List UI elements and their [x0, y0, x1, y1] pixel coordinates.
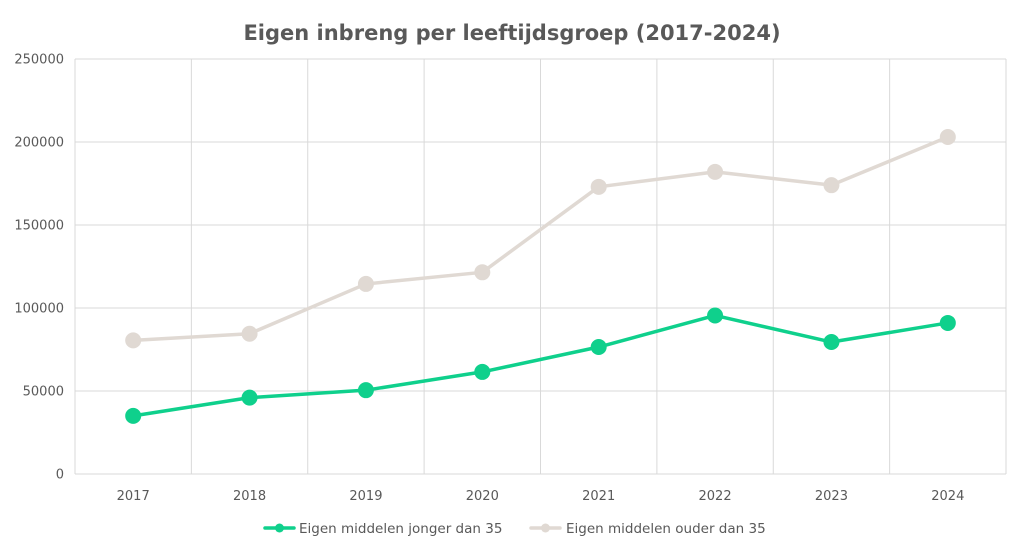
data-point-series-2	[707, 163, 724, 180]
legend-marker-1	[275, 523, 284, 533]
data-point-series-2	[823, 177, 840, 194]
data-point-series-2	[474, 264, 491, 281]
y-tick-label: 50000	[23, 385, 64, 400]
data-point-series-1	[357, 382, 374, 399]
series-layer	[125, 129, 956, 424]
legend-marker-2	[541, 523, 550, 533]
x-tick-label: 2018	[233, 489, 266, 504]
data-point-series-1	[590, 339, 607, 356]
data-point-series-1	[125, 407, 142, 424]
data-point-series-2	[939, 129, 956, 146]
data-point-series-2	[241, 325, 258, 342]
y-tick-label: 0	[56, 468, 64, 483]
y-tick-label: 100000	[14, 302, 64, 317]
data-point-series-2	[125, 332, 142, 349]
data-point-series-1	[823, 334, 840, 351]
axis-labels: 0 50000 100000 150000 200000 250000 2017 2018 20…	[14, 53, 964, 505]
x-tick-label: 2023	[815, 489, 848, 504]
gridlines	[74, 58, 1007, 475]
x-tick-label: 2021	[582, 489, 615, 504]
data-point-series-1	[241, 389, 258, 406]
x-tick-label: 2024	[931, 489, 964, 504]
legend: Eigen middelen jonger dan 35 Eigen middel…	[263, 521, 766, 537]
data-point-series-1	[939, 314, 956, 331]
legend-label-1: Eigen middelen jonger dan 35	[299, 521, 502, 537]
data-point-series-1	[474, 363, 491, 380]
series-line-1	[131, 313, 950, 418]
legend-label-2: Eigen middelen ouder dan 35	[566, 521, 766, 537]
y-tick-label: 250000	[14, 53, 64, 68]
x-tick-label: 2019	[349, 489, 382, 504]
series-line-2	[131, 135, 950, 343]
data-point-series-2	[357, 275, 374, 292]
data-point-series-1	[707, 307, 724, 324]
y-tick-label: 150000	[14, 219, 64, 234]
data-point-series-2	[590, 178, 607, 195]
chart-title: Eigen inbreng per leeftijdsgroep (2017-2…	[243, 21, 780, 45]
x-tick-label: 2022	[699, 489, 732, 504]
y-tick-label: 200000	[14, 136, 64, 151]
x-tick-label: 2020	[466, 489, 499, 504]
x-tick-label: 2017	[117, 489, 150, 504]
